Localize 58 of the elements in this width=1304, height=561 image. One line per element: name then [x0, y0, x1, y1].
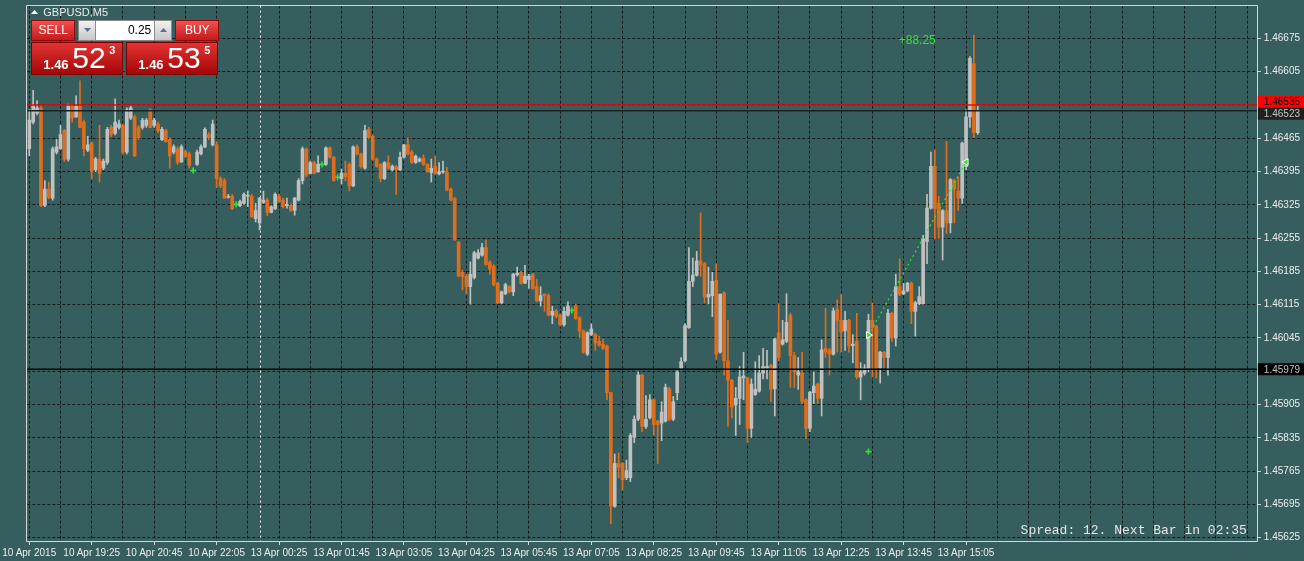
y-tick-label: 1.45835	[1263, 431, 1301, 443]
x-tick-label: 13 Apr 05:45	[500, 546, 558, 558]
x-tick-label: 13 Apr 09:45	[687, 546, 746, 558]
annotation: 0.25	[127, 23, 152, 38]
x-tick-label: 13 Apr 12:25	[812, 546, 870, 558]
annotation: 52	[72, 40, 106, 74]
y-tick-label: 1.45765	[1263, 464, 1301, 476]
annotation: 1.46	[138, 56, 164, 72]
x-tick-label: 13 Apr 03:05	[375, 546, 433, 558]
annotation: 5	[204, 43, 211, 56]
y-tick-label: 1.46605	[1263, 65, 1301, 77]
annotation: 3	[109, 43, 116, 56]
y-tick-label: 1.46465	[1263, 132, 1301, 144]
sell-button: SELL	[31, 19, 76, 41]
y-tick-label: 1.46255	[1263, 231, 1301, 243]
candlestick	[437, 162, 441, 176]
ref-line-label: 1.45979	[1263, 363, 1301, 375]
candlestick	[429, 158, 434, 183]
y-tick-label: 1.45695	[1263, 498, 1301, 510]
candlestick	[851, 334, 855, 364]
annotation: BUY	[184, 23, 210, 38]
annotation: +88.25	[898, 32, 937, 47]
y-tick-label: 1.46675	[1263, 32, 1301, 44]
candlestick	[839, 293, 843, 353]
x-tick-label: 10 Apr 19:25	[63, 546, 121, 558]
x-tick-label: 13 Apr 13:45	[875, 546, 933, 558]
x-tick-label: 13 Apr 15:05	[937, 546, 995, 558]
y-tick-label: 1.46325	[1263, 198, 1301, 210]
candlestick	[246, 190, 250, 208]
x-tick-label: 13 Apr 08:25	[625, 546, 683, 558]
x-tick-label: 10 Apr 22:05	[188, 546, 246, 558]
y-tick-label: 1.46395	[1263, 165, 1301, 177]
chart-title: GBPUSD,M5	[43, 5, 109, 19]
x-tick-label: 10 Apr 20:45	[125, 546, 183, 558]
y-tick-label: 1.45905	[1263, 398, 1301, 410]
candlestick	[550, 305, 555, 325]
x-tick-label: 13 Apr 04:25	[438, 546, 496, 558]
y-tick-label: 1.46185	[1263, 265, 1301, 277]
annotation: SELL	[38, 23, 68, 38]
annotation: Spread: 12. Next Bar in 02:35	[1020, 523, 1247, 538]
y-tick-label: 1.46045	[1263, 331, 1301, 343]
x-tick-label: 10 Apr 2015	[2, 546, 57, 558]
annotation: 53	[167, 40, 201, 74]
candlestick	[765, 350, 769, 380]
x-tick-label: 13 Apr 00:25	[250, 546, 308, 558]
candlestick	[644, 395, 648, 429]
buy-button: BUY	[175, 19, 220, 41]
ref-line-label: 1.46523	[1263, 108, 1301, 120]
ref-line-label: 1.46535	[1263, 96, 1301, 108]
input-field: 0.25	[96, 19, 155, 41]
candlestick	[394, 165, 398, 195]
x-tick-label: 13 Apr 07:05	[562, 546, 621, 558]
y-tick-label: 1.46115	[1263, 298, 1300, 310]
annotation: 1.46	[43, 56, 69, 72]
y-tick-label: 1.45625	[1263, 531, 1301, 543]
candlestick	[796, 357, 801, 390]
x-tick-label: 13 Apr 01:45	[313, 546, 371, 558]
x-tick-label: 13 Apr 11:05	[750, 546, 808, 558]
